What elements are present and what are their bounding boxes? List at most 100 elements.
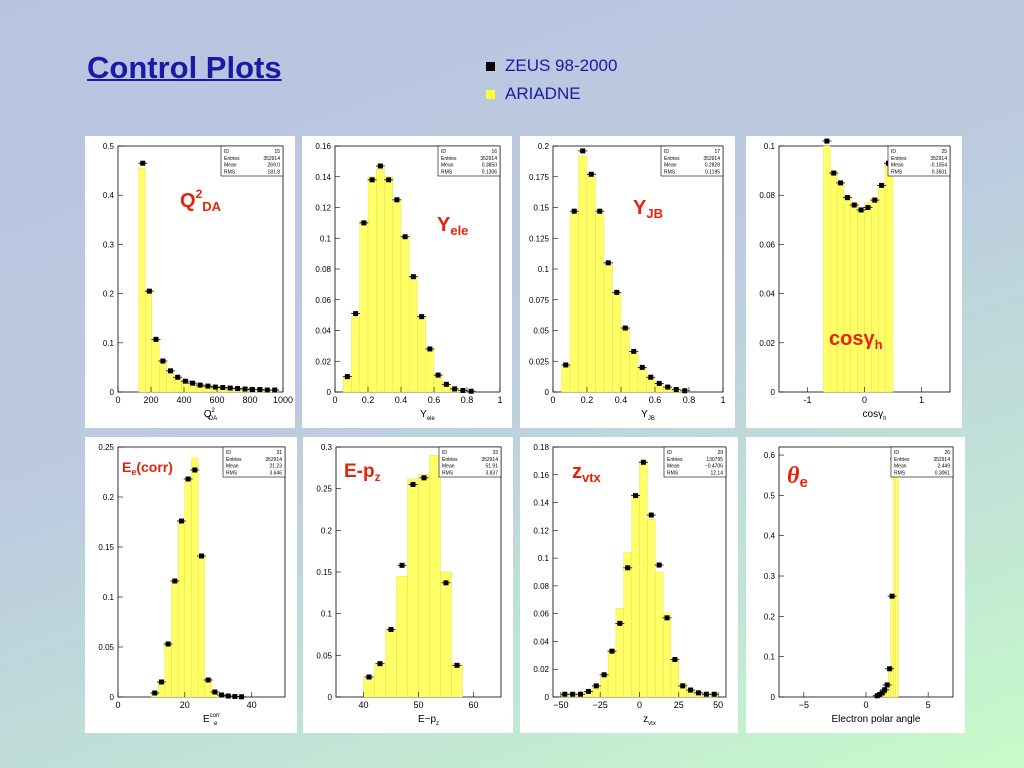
mc-bar [895,454,899,698]
data-point [648,512,654,518]
x-axis-label: E−pz [418,714,439,727]
mc-bar [569,213,579,393]
y-tick-label: 0.2 [538,142,550,151]
y-tick-label: 0 [110,693,115,702]
mc-bar [440,571,452,698]
annotation-zvtx-sub: vtx [582,470,601,485]
x-axis-label-sub: DA [209,416,217,422]
x-tick-label: 0.8 [461,395,474,405]
y-tick-label: 0.25 [316,485,332,494]
annotation-epz: E-pz [344,462,381,483]
data-point [872,197,878,203]
data-point [175,374,181,380]
y-tick-label: 0.18 [533,443,549,452]
legend-label-mc: ARIADNE [505,84,581,103]
y-tick-label: 0.12 [533,526,549,535]
x-axis-label-sup: corr [210,713,220,719]
data-point [377,661,383,667]
stats-value: 181.8 [267,169,280,175]
annotation-ee-sub: e [131,467,137,477]
y-tick-label: 0.1 [103,339,115,348]
mc-bar [670,660,680,698]
slide-title: Control Plots [87,50,282,85]
y-tick-label: 0.08 [315,265,331,274]
stats-key: Mean [224,163,237,169]
chart-yjb: 0 0.025 0.05 0.075 0.1 0.125 0.15 0.175 0.2 0 0.2 0… [529,142,726,422]
data-point [146,288,152,294]
data-point [614,289,620,295]
mc-bar [629,352,639,393]
mc-bar [647,519,656,698]
mc-bar [830,170,838,393]
stats-value: 3.646 [269,470,282,476]
data-point [199,553,204,559]
x-axis-label-sub: vtx [648,721,656,727]
stats-value: 130795 [706,457,723,463]
data-point [421,475,427,481]
stats-key: RMS [894,470,906,476]
mc-bar [367,176,377,393]
data-point [639,364,645,370]
mc-bar [850,202,858,393]
data-point [887,666,893,672]
x-tick-label: −25 [593,700,608,710]
stats-key: RMS [891,169,903,175]
data-point [617,620,623,626]
mc-bar [890,595,894,698]
data-point [377,163,383,169]
stats-box [890,446,954,478]
mc-bar [425,348,435,393]
mc-bar [171,581,179,698]
x-tick-label: 0 [115,700,120,710]
x-axis-label-main: cosγ [863,409,884,420]
stats-key: ID [667,450,672,456]
stats-key: Mean [664,163,677,169]
annotation-q2: Q2DA [180,188,221,213]
stats-value: −0.4706 [705,464,723,470]
mc-bar [191,457,199,698]
data-point [824,138,830,144]
mc-bar [363,677,375,698]
y-tick-label: 0.12 [315,204,331,213]
data-point [884,682,890,688]
data-point [468,388,474,394]
y-tick-label: 0.05 [533,327,549,336]
x-tick-label: 50 [713,700,723,710]
stats-box [222,446,286,478]
stats-value: 269.0 [267,163,280,169]
mc-bar [561,365,571,393]
data-point [344,374,350,380]
data-point [220,385,226,391]
mc-bar [662,613,672,698]
data-point [158,679,164,685]
data-point [192,467,198,473]
annotation-zvtx-main: z [572,461,582,483]
mc-bar [599,674,609,698]
stats-box [220,145,284,177]
stats-value: 12.14 [710,470,723,476]
x-tick-label: 1 [720,395,725,405]
stats-key: ID [894,450,899,456]
mc-bar [578,155,588,393]
stats-value: 2.449 [937,464,950,470]
y-tick-label: 0.14 [533,499,549,508]
x-axis-label-main: E [203,714,210,725]
x-axis-label: Electron polar angle [832,714,921,725]
stats-value: 352914 [265,457,282,463]
annotation-yele-main: Y [437,214,451,236]
data-point [153,336,159,342]
data-point [851,202,857,208]
y-tick-label: 0.06 [315,296,331,305]
mc-bar [177,520,186,698]
y-tick-label: 0.2 [103,290,115,299]
mc-bar [433,374,443,393]
legend-swatch-mc [486,89,495,99]
x-axis-label: Q2 DA [204,408,217,422]
data-point [205,677,211,683]
data-point [879,690,885,696]
x-tick-label: 25 [674,700,684,710]
plot-panel-epz: 0 0.05 0.1 0.15 0.2 0.25 0.3 40 50 60 E−pz ID 33 Entr… [303,437,513,733]
data-point [160,358,166,364]
data-point [242,386,248,392]
x-tick-label: 400 [176,395,191,405]
